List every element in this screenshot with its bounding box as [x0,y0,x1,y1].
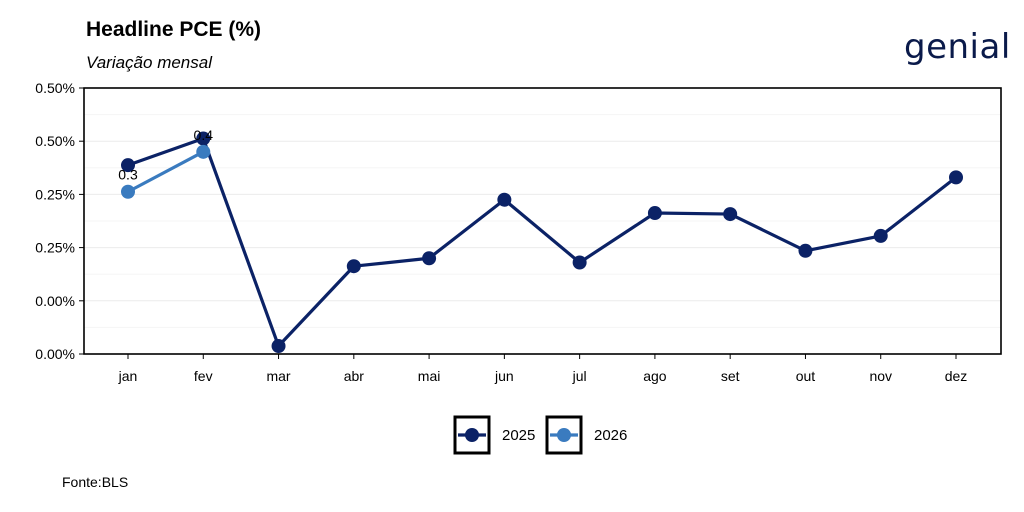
data-point-2025 [196,131,211,146]
chart-subtitle: Variação mensal [86,53,212,72]
data-point-2025 [121,158,135,173]
data-point-2025 [798,243,813,258]
legend-key-point [557,428,571,442]
series-line-2026 [127,150,205,194]
data-point-2025 [647,206,662,221]
plot-panel-border [83,87,1002,355]
legend-key-point [465,428,479,442]
series-line-2025 [127,136,957,348]
data-label: 0.4 [194,127,214,143]
data-point-2026 [121,184,135,199]
y-tick-label: 0.00% [35,293,75,309]
x-tick-label: jun [494,368,514,384]
x-tick-label: nov [869,368,892,384]
x-tick-label: mar [266,368,290,384]
genial-logo: genial [904,27,1011,67]
data-point-2025 [949,170,963,185]
x-tick-label: out [796,368,816,384]
y-tick-label: 0.50% [35,80,75,96]
x-tick-label: fev [194,368,213,384]
x-tick-label: dez [945,368,968,384]
x-tick-label: jan [118,368,138,384]
legend-label: 2026 [594,427,627,444]
data-point-2025 [723,207,738,222]
data-point-2025 [873,228,888,243]
y-tick-label: 0.50% [35,133,75,149]
source-note: Fonte:BLS [62,474,129,490]
data-label: 0.3 [118,167,138,183]
y-tick-label: 0.25% [35,240,75,256]
x-tick-label: jul [572,368,587,384]
y-tick-label: 0.00% [35,346,75,362]
y-tick-label: 0.25% [35,186,75,202]
x-tick-label: mai [418,368,441,384]
data-point-2025 [572,255,587,270]
legend-key-box [453,415,491,455]
x-tick-label: ago [643,368,667,384]
legend-label: 2025 [502,427,535,444]
data-point-2025 [346,259,361,274]
chart-title: Headline PCE (%) [86,18,262,41]
data-point-2026 [196,144,211,159]
x-tick-label: set [721,368,740,384]
data-point-2025 [497,192,512,207]
data-point-2025 [271,339,286,354]
x-tick-label: abr [344,368,365,384]
data-point-2025 [422,251,437,266]
